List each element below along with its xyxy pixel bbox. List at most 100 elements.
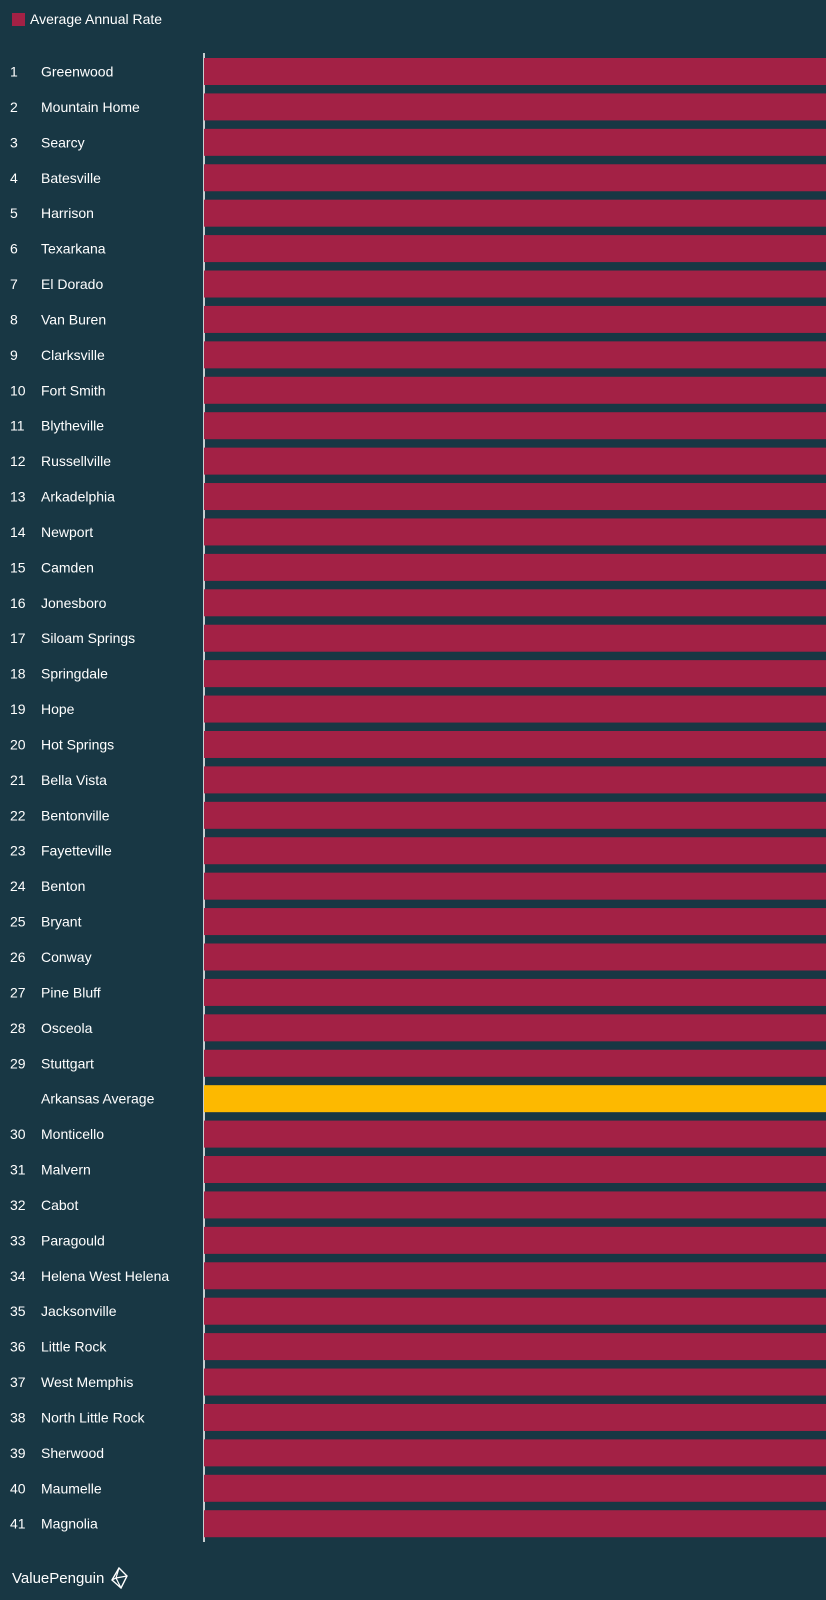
legend-label: Average Annual Rate: [30, 11, 163, 27]
category-label: Helena West Helena: [41, 1268, 169, 1284]
rank-label: 18: [10, 666, 26, 682]
category-label: Hot Springs: [41, 736, 114, 752]
rank-label: 10: [10, 382, 26, 398]
category-label: Bella Vista: [41, 772, 107, 788]
category-label: Russellville: [41, 453, 111, 469]
bar: [204, 305, 826, 333]
category-label: Osceola: [41, 1020, 93, 1036]
bar: [204, 837, 826, 865]
bar: [204, 93, 826, 121]
rank-label: 29: [10, 1055, 26, 1071]
category-label: North Little Rock: [41, 1409, 145, 1425]
category-label: Arkansas Average: [41, 1091, 155, 1107]
bar: [204, 1510, 826, 1538]
category-label: Searcy: [41, 134, 85, 150]
rank-label: 8: [10, 311, 18, 327]
rank-label: 5: [10, 205, 18, 221]
bar: [204, 1226, 826, 1254]
rank-label: 3: [10, 134, 18, 150]
category-label: Pine Bluff: [41, 984, 101, 1000]
rank-label: 12: [10, 453, 26, 469]
rank-label: 30: [10, 1126, 26, 1142]
bar: [204, 1403, 826, 1431]
bar: [204, 1262, 826, 1290]
bar: [204, 1049, 826, 1077]
bar: [204, 341, 826, 369]
penguin-logo-icon: [111, 1567, 129, 1589]
bar: [204, 1191, 826, 1219]
bar: [204, 1156, 826, 1184]
category-label: Jonesboro: [41, 595, 107, 611]
rank-label: 14: [10, 524, 26, 540]
bar: [204, 235, 826, 263]
rank-label: 13: [10, 489, 26, 505]
bar: [204, 978, 826, 1006]
bar: [204, 766, 826, 794]
brand-name: ValuePenguin: [12, 1569, 105, 1587]
rank-label: 40: [10, 1480, 26, 1496]
rank-label: 36: [10, 1339, 26, 1355]
bar: [204, 624, 826, 652]
category-label: Little Rock: [41, 1339, 107, 1355]
rank-label: 20: [10, 736, 26, 752]
bar: [204, 1297, 826, 1325]
legend: Average Annual Rate: [12, 11, 162, 27]
bar: [204, 1368, 826, 1396]
category-label: Camden: [41, 559, 94, 575]
bar: [204, 660, 826, 688]
bar: [204, 58, 826, 85]
rank-label: 35: [10, 1303, 26, 1319]
rank-label: 16: [10, 595, 26, 611]
rank-label: 4: [10, 170, 18, 186]
rank-label: 6: [10, 241, 18, 257]
bar: [204, 199, 826, 227]
rank-label: 11: [10, 418, 25, 434]
bar: [204, 518, 826, 546]
category-label: Texarkana: [41, 241, 106, 257]
bar: [204, 412, 826, 440]
rank-label: 24: [10, 878, 26, 894]
category-label: Arkadelphia: [41, 489, 115, 505]
bar: [204, 730, 826, 758]
category-label: Greenwood: [41, 64, 113, 80]
rank-label: 25: [10, 914, 26, 930]
bar: [204, 447, 826, 475]
rank-label: 7: [10, 276, 18, 292]
rank-label: 26: [10, 949, 26, 965]
category-label: Sherwood: [41, 1445, 104, 1461]
bar: [204, 1333, 826, 1361]
category-label: Benton: [41, 878, 85, 894]
bar: [204, 128, 826, 156]
category-label: Conway: [41, 949, 92, 965]
category-label: Harrison: [41, 205, 94, 221]
rank-label: 21: [10, 772, 26, 788]
category-label: Maumelle: [41, 1480, 102, 1496]
rank-label: 28: [10, 1020, 26, 1036]
bar: [204, 376, 826, 404]
category-label: Monticello: [41, 1126, 104, 1142]
category-label: West Memphis: [41, 1374, 133, 1390]
rank-label: 22: [10, 807, 26, 823]
category-label: Siloam Springs: [41, 630, 135, 646]
category-label: Clarksville: [41, 347, 105, 363]
rank-label: 34: [10, 1268, 26, 1284]
legend-swatch: [12, 12, 25, 26]
category-label: Mountain Home: [41, 99, 140, 115]
category-label: Fort Smith: [41, 382, 106, 398]
category-label: Van Buren: [41, 311, 106, 327]
rank-label: 39: [10, 1445, 26, 1461]
bar: [204, 270, 826, 298]
rank-label: 15: [10, 559, 26, 575]
bar: [204, 1014, 826, 1042]
category-label: Newport: [41, 524, 93, 540]
bar: [204, 801, 826, 829]
bar-average: [204, 1085, 826, 1113]
bar: [204, 553, 826, 581]
rank-label: 38: [10, 1409, 26, 1425]
rank-label: 41: [10, 1516, 26, 1532]
rank-label: 33: [10, 1232, 26, 1248]
bar: [204, 695, 826, 723]
category-label: Magnolia: [41, 1516, 98, 1532]
rank-label: 2: [10, 99, 18, 115]
